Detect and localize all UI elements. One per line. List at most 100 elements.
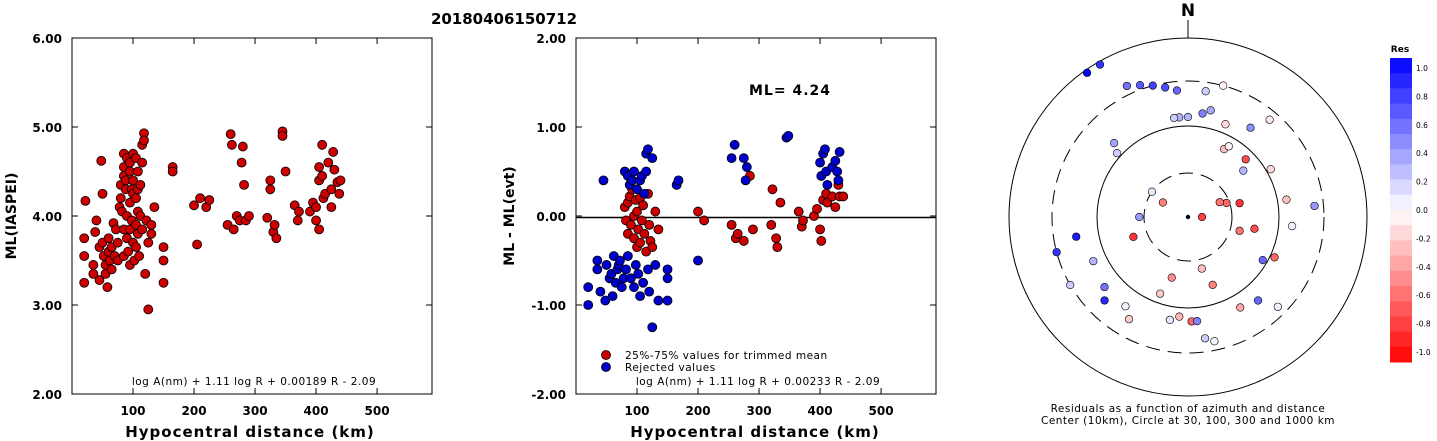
data-point [766,219,777,230]
legend-label-trimmed: 25%-75% values for trimmed mean [625,350,828,362]
plot1-x-axis-label: Hypocentral distance (km) [125,423,375,441]
y-tick-label: 6.00 [32,32,62,46]
x-tick-label: 500 [365,404,390,418]
data-point [583,282,594,293]
data-point [592,264,603,275]
data-point [326,202,337,213]
polar-data-point [1112,148,1122,158]
plot1-points [79,126,346,315]
colorbar-tick-label: 0.2 [1416,178,1428,187]
colorbar-cell [1390,58,1412,74]
colorbar-cell [1390,118,1412,135]
data-point [641,166,652,177]
colorbar-cell [1390,88,1412,105]
data-point [643,144,653,155]
data-point [632,206,642,217]
polar-data-point [1215,198,1224,207]
ring-100km [1096,125,1280,309]
y-tick-label: 0.00 [536,210,566,224]
data-point [143,237,154,248]
data-point [598,175,609,186]
data-point [277,130,288,141]
data-point [328,147,339,157]
plot2-points [583,130,849,333]
data-point [647,153,658,164]
polar-data-point [1206,106,1215,115]
data-point [600,295,611,306]
polar-data-point [1224,142,1233,151]
data-point [644,219,655,230]
data-point [195,193,206,204]
x-tick-label: 100 [120,404,145,418]
data-point [830,202,841,213]
data-point [91,215,102,226]
colorbar-cell [1390,210,1412,226]
data-point [822,179,833,190]
polar-data-point [1155,289,1165,298]
data-point [139,135,149,146]
y-tick-label: 1.00 [536,121,566,135]
data-point [632,184,642,195]
data-point [311,202,321,213]
polar-data-point [1100,296,1109,305]
polar-data-point [1219,81,1228,90]
polar-data-point [1266,165,1275,174]
data-point [228,224,239,235]
polar-data-point [1169,113,1179,123]
data-point [662,264,673,275]
plot1-y-ticks: 2.00 3.00 4.00 5.00 6.00 [32,32,432,402]
data-point [158,255,169,266]
data-point [601,260,612,270]
data-point [771,233,782,244]
polar-data-point [1310,201,1319,211]
data-point [131,242,141,253]
data-point [595,286,606,297]
data-point [638,277,649,288]
ml-annotation: ML= 4.24 [749,83,831,99]
data-point [88,260,99,270]
polar-data-point [1270,253,1279,262]
polar-data-point [1239,166,1248,175]
polar-points [1052,60,1319,346]
data-point [662,295,673,306]
plot2-formula: log A(nm) + 1.11 log R + 0.00233 R - 2.0… [636,376,880,388]
data-point [239,179,249,190]
colorbar-cell [1390,134,1412,150]
colorbar-title: Res [1391,45,1409,55]
plot2-y-axis-label: ML - ML(evt) [502,166,518,265]
colorbar-cells [1390,58,1412,363]
ring-1000km [1008,37,1368,397]
polar-data-point [1241,155,1250,164]
plot-magnitude-vs-distance: 100 200 300 400 500 2.00 3.00 4.00 5.00 6.00 Hyp… [4,32,433,441]
polar-data-point [1148,81,1157,90]
data-point [767,184,778,195]
data-point [775,197,786,208]
data-point [326,184,337,195]
data-point [204,195,215,205]
colorbar-cell [1390,73,1412,89]
data-point [621,264,631,275]
data-point [146,228,157,239]
ring-30km [1143,172,1233,262]
polar-data-point [1089,257,1098,266]
data-point [726,153,737,164]
figure-title: 20180406150712 [431,10,577,28]
x-tick-label: 300 [747,404,772,418]
data-point [137,157,148,168]
colorbar-cell [1390,301,1412,317]
data-point [815,157,825,168]
colorbar-cell [1390,255,1412,272]
data-point [615,255,625,266]
data-point [630,260,641,270]
data-point [635,237,645,248]
polar-data-point [1265,115,1274,124]
data-point [629,282,639,293]
data-point [635,291,645,302]
polar-data-point [1147,187,1157,196]
data-point [265,175,276,186]
polar-data-point [1122,81,1131,91]
polar-data-point [1288,222,1297,231]
y-tick-label: 2.00 [536,32,566,46]
x-tick-label: 400 [808,404,833,418]
